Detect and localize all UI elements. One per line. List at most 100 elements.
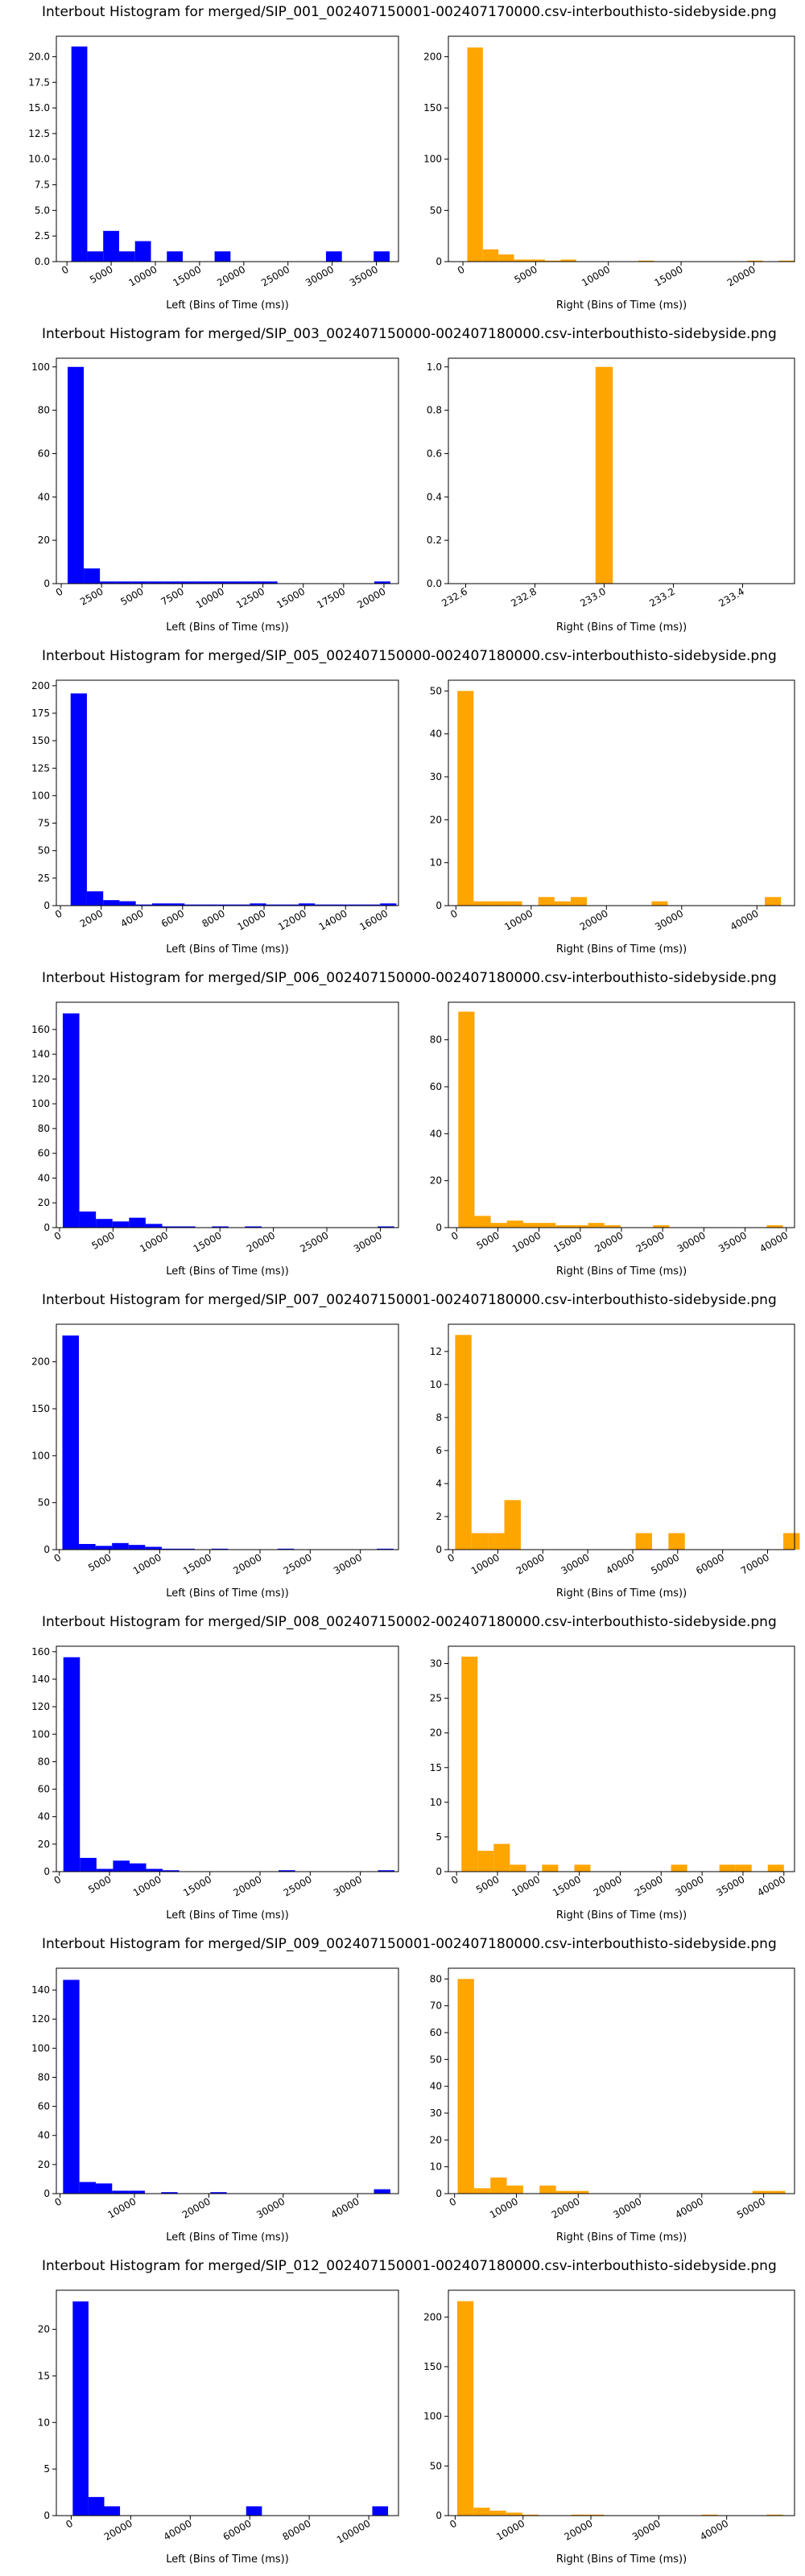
left-bar (112, 2190, 129, 2194)
left-y-tick-label: 50 (38, 845, 50, 857)
right-x-tick-label: 50000 (649, 1551, 681, 1576)
right-x-tick-label: 20000 (592, 1229, 625, 1254)
left-bar (217, 904, 234, 906)
right-panel: 0 10 20 30 40 50 60 70 80 0 10000 20000 30000 40000 50… (430, 1967, 795, 2244)
left-bar (129, 1863, 147, 1872)
right-y-tick-label: 60 (430, 2027, 442, 2038)
right-plot-frame (448, 1001, 795, 1228)
right-bar (766, 2514, 783, 2516)
left-bar (128, 2190, 145, 2194)
right-x-axis-label: Right (Bins of Time (ms)) (556, 943, 687, 956)
left-bar (113, 1860, 130, 1872)
left-plot-frame (56, 1323, 399, 1550)
left-bar (179, 1226, 196, 1228)
right-bar (489, 901, 506, 906)
right-bar (765, 897, 782, 906)
left-bar (229, 581, 246, 584)
right-x-tick-label: 30000 (653, 907, 685, 932)
left-bar (112, 1542, 129, 1550)
right-bar (506, 901, 522, 906)
right-bar (638, 260, 654, 262)
left-bar (145, 1546, 162, 1550)
left-x-tick-label: 10000 (131, 1873, 163, 1898)
right-x-tick-label: 0 (445, 1551, 456, 1564)
left-y-tick-label: 200 (31, 680, 50, 691)
right-y-tick-label: 10 (430, 1797, 442, 1808)
left-bar (372, 2506, 389, 2516)
left-panel: 0 5 10 15 20 0 20000 40000 60000 80000 100000 Left … (38, 2289, 399, 2566)
right-panel: 0 50 100 150 200 0 5000 10000 15000 20000 Right (B… (423, 35, 795, 312)
right-bar (473, 901, 490, 906)
left-x-tick-label: 60000 (221, 2517, 254, 2542)
left-y-tick-label: 140 (31, 1049, 50, 1060)
right-x-tick-label: 0 (448, 2517, 459, 2530)
left-bar (299, 903, 316, 906)
right-plot-frame (448, 1967, 795, 2194)
left-bar (145, 1224, 163, 1228)
left-y-tick-label: 40 (38, 2130, 50, 2141)
right-x-tick-label: 0 (449, 1229, 460, 1242)
left-x-tick-label: 0 (60, 263, 71, 276)
right-y-tick-label: 40 (430, 2081, 442, 2092)
left-y-tick-label: 12.5 (28, 128, 50, 139)
left-y-tick-label: 5 (43, 2463, 50, 2475)
left-bar (374, 251, 390, 262)
right-x-tick-label: 10000 (502, 907, 535, 932)
left-bar (279, 1870, 295, 1872)
left-x-tick-label: 8000 (200, 907, 226, 929)
left-bar (134, 241, 151, 262)
right-bar (522, 2514, 539, 2516)
chart-row-3: Interbout Histogram for merged/SIP_005_0… (31, 648, 795, 956)
right-x-axis-label: Right (Bins of Time (ms)) (556, 621, 687, 634)
right-x-tick-label: 30000 (675, 1229, 708, 1254)
left-x-tick-label: 20000 (180, 2195, 213, 2220)
right-y-tick-label: 0 (436, 2510, 442, 2521)
left-bar (277, 1548, 295, 1550)
left-plot-frame (56, 1645, 399, 1872)
left-bar (132, 581, 149, 584)
right-bar (783, 1533, 800, 1550)
left-y-tick-label: 80 (38, 2071, 50, 2083)
chart-row-1: Interbout Histogram for merged/SIP_001_0… (28, 4, 795, 312)
left-bar (146, 1868, 163, 1872)
right-y-tick-label: 0.2 (427, 535, 442, 546)
right-y-tick-label: 8 (436, 1412, 442, 1423)
chart-title: Interbout Histogram for merged/SIP_006_0… (42, 970, 777, 986)
right-x-tick-label: 5000 (474, 1229, 501, 1251)
right-x-tick-label: 10000 (469, 1551, 502, 1576)
left-y-tick-label: 160 (31, 1024, 50, 1035)
right-plot-frame (448, 1645, 795, 1872)
right-y-tick-label: 20 (430, 1728, 442, 1739)
left-x-tick-label: 0 (53, 907, 64, 920)
chart-title: Interbout Histogram for merged/SIP_003_0… (42, 326, 777, 342)
left-x-tick-label: 20000 (215, 263, 247, 288)
right-bar (588, 1223, 605, 1228)
left-y-tick-label: 15 (38, 2370, 50, 2381)
left-plot-frame (56, 1967, 399, 2194)
right-x-tick-label: 15000 (551, 1229, 584, 1254)
left-y-tick-label: 40 (38, 491, 50, 502)
right-bar (498, 254, 514, 262)
right-bar (489, 2510, 506, 2516)
right-plot-frame (448, 2289, 795, 2516)
left-x-tick-label: 15000 (171, 263, 203, 288)
left-bar (168, 903, 185, 906)
right-y-tick-label: 6 (436, 1445, 442, 1456)
right-bar (560, 259, 576, 262)
left-y-tick-label: 100 (31, 1728, 50, 1740)
right-y-tick-label: 150 (423, 102, 442, 114)
left-x-axis-label: Left (Bins of Time (ms)) (166, 2553, 289, 2566)
right-y-tick-label: 2 (436, 1511, 442, 1522)
right-x-tick-label: 0 (448, 907, 460, 920)
left-y-tick-label: 100 (31, 1098, 50, 1109)
left-y-tick-label: 20 (38, 2324, 50, 2335)
right-x-tick-label: 0 (456, 263, 467, 276)
right-x-tick-label: 15000 (653, 263, 685, 288)
left-y-tick-label: 0.0 (35, 256, 50, 267)
left-bar (84, 568, 101, 584)
right-bar (542, 1864, 559, 1872)
left-y-tick-label: 20 (38, 535, 50, 546)
left-x-tick-label: 10000 (235, 907, 267, 932)
left-bar (245, 1226, 262, 1228)
right-x-tick-label: 5000 (474, 1873, 501, 1895)
